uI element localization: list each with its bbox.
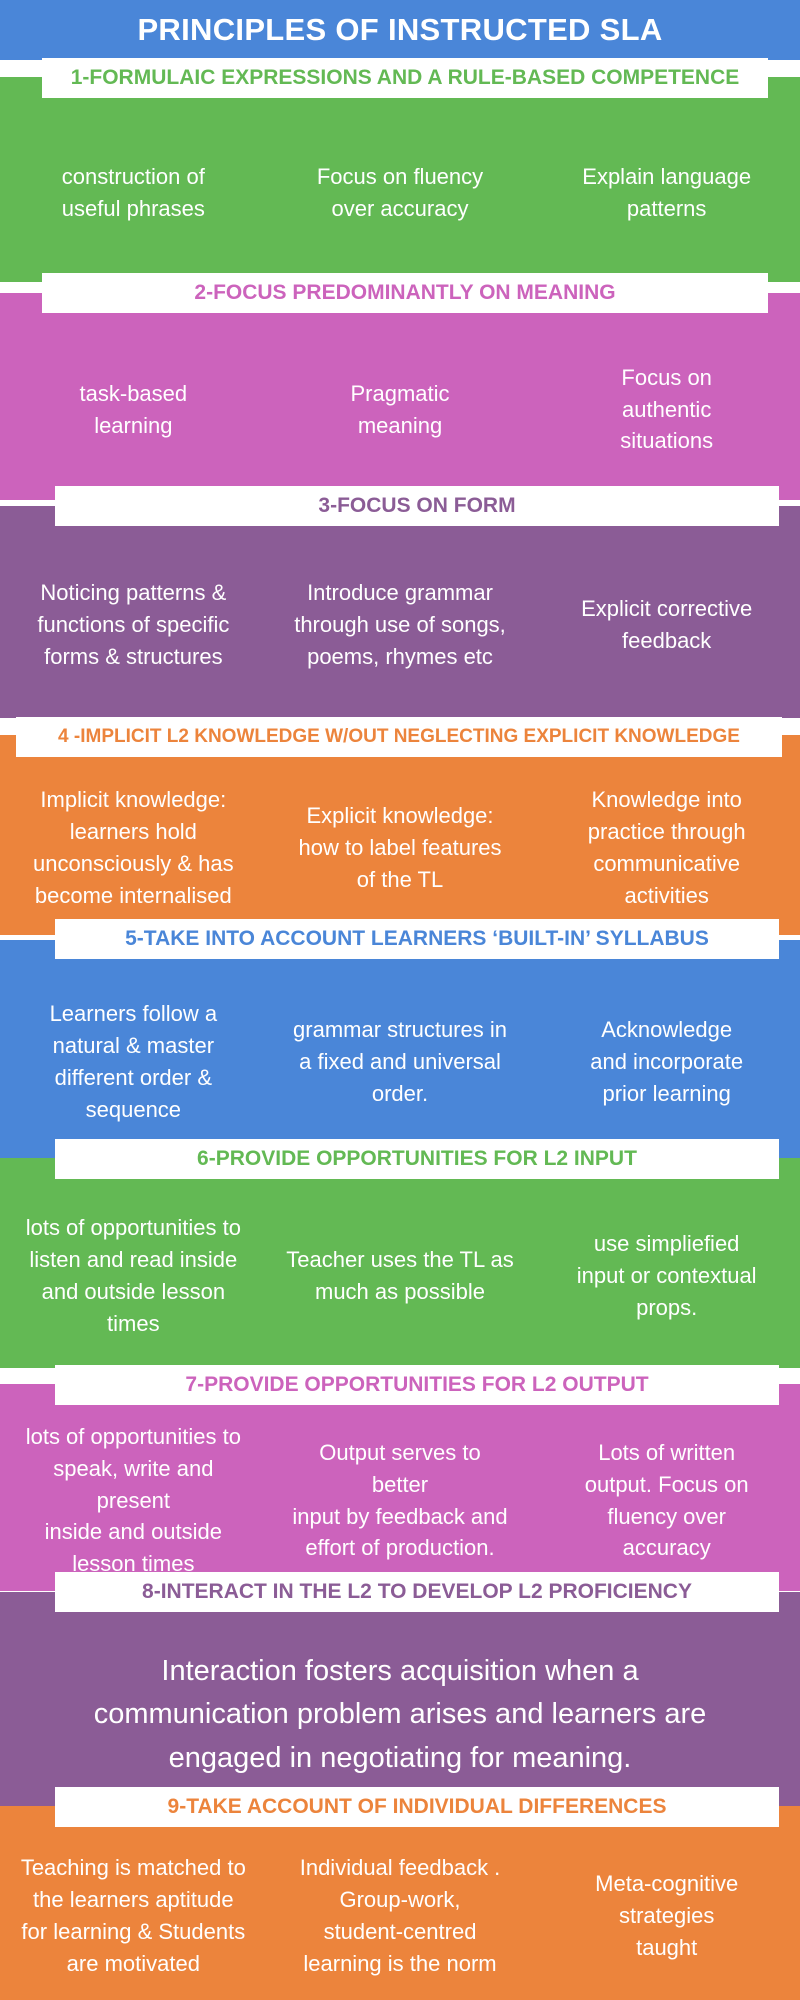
section-5-column-3: Acknowledge and incorporate prior learni… [590, 1017, 744, 1106]
page-title: PRINCIPLES OF INSTRUCTED SLA [0, 0, 800, 60]
section-8-text: Interaction fosters acquisition when a c… [93, 1654, 707, 1774]
section-6-panel: lots of opportunities to listen and read… [0, 1158, 800, 1368]
section-7-column-1: lots of opportunities to speak, write an… [25, 1423, 241, 1577]
section-4-panel: Implicit knowledge: learners hold uncons… [0, 735, 800, 935]
section-9-column-3: Meta-cognitive strategies taught [595, 1871, 739, 1960]
section-4-column-2: Explicit knowledge: how to label feature… [298, 803, 502, 892]
section-2-column-3: Focus on authentic situations [620, 364, 714, 454]
section-1-column-3: Explain language patterns [582, 163, 752, 221]
section-5-panel: Learners follow a natural & master diffe… [0, 940, 800, 1158]
section-4-header: 4 -IMPLICIT L2 KNOWLEDGE W/OUT NEGLECTIN… [16, 717, 782, 757]
section-9-column-2: Individual feedback . Group-work, studen… [299, 1855, 501, 1976]
section-7-column-2: Output serves to better input by feedbac… [292, 1439, 508, 1561]
section-2-column-2: Pragmatic meaning [350, 380, 450, 438]
section-3-column-1: Noticing patterns & functions of specifi… [37, 580, 230, 669]
section-4-column-1: Implicit knowledge: learners hold uncons… [33, 787, 234, 908]
section-5-column-2: grammar structures in a fixed and univer… [293, 1017, 507, 1106]
section-7-header: 7-PROVIDE OPPORTUNITIES FOR L2 OUTPUT [55, 1365, 779, 1405]
section-2-panel: task-based learning Pragmatic meaning Focu… [0, 293, 800, 500]
section-4-column-3: Knowledge into practice through communic… [587, 787, 746, 908]
section-8-panel: Interaction fosters acquisition when a c… [0, 1592, 800, 1812]
section-5-column-1: Learners follow a natural & master diffe… [49, 1001, 218, 1122]
section-7-column-3: Lots of written output. Focus on fluency… [584, 1439, 749, 1561]
section-2-column-1: task-based learning [79, 380, 188, 438]
section-2-header: 2-FOCUS PREDOMINANTLY ON MEANING [42, 273, 768, 313]
section-3-panel: Noticing patterns & functions of specifi… [0, 506, 800, 718]
section-9-header: 9-TAKE ACCOUNT OF INDIVIDUAL DIFFERENCES [55, 1787, 779, 1827]
section-1-column-1: construction of useful phrases [61, 163, 205, 221]
section-6-column-2: Teacher uses the TL as much as possible [286, 1247, 514, 1304]
section-1-column-2: Focus on fluency over accuracy [316, 163, 484, 221]
section-6-header: 6-PROVIDE OPPORTUNITIES FOR L2 INPUT [55, 1139, 779, 1179]
section-1-header: 1-FORMULAIC EXPRESSIONS AND A RULE-BASED… [42, 58, 768, 98]
section-3-header: 3-FOCUS ON FORM [55, 486, 779, 526]
section-9-panel: Teaching is matched to the learners apti… [0, 1806, 800, 2000]
section-3-column-3: Explicit corrective feedback [581, 596, 753, 653]
section-6-column-1: lots of opportunities to listen and read… [25, 1215, 241, 1336]
section-8-header: 8-INTERACT IN THE L2 TO DEVELOP L2 PROFI… [55, 1572, 779, 1612]
section-7-panel: lots of opportunities to speak, write an… [0, 1384, 800, 1591]
section-3-column-2: Introduce grammar through use of songs, … [294, 580, 506, 669]
section-1-panel: construction of useful phrases Focus on f… [0, 77, 800, 282]
section-9-column-1: Teaching is matched to the learners apti… [20, 1855, 246, 1976]
section-5-header: 5-TAKE INTO ACCOUNT LEARNERS ‘BUILT-IN’ … [55, 919, 779, 959]
section-6-column-3: use simpliefied input or contextual prop… [576, 1231, 757, 1320]
